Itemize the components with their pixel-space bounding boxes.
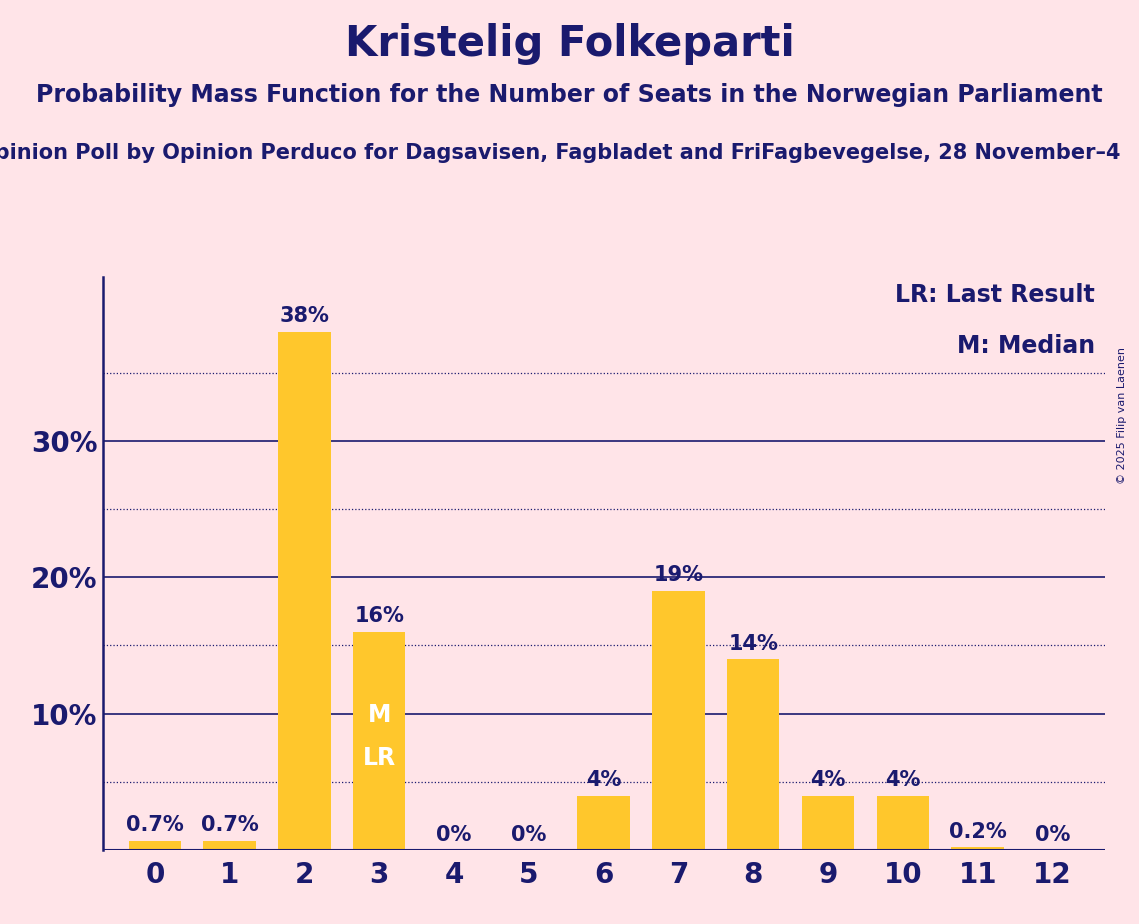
Text: 16%: 16% xyxy=(354,606,404,626)
Text: 0.7%: 0.7% xyxy=(126,815,183,835)
Text: 0%: 0% xyxy=(511,824,547,845)
Text: LR: LR xyxy=(362,747,396,771)
Bar xyxy=(802,796,854,850)
Bar xyxy=(653,591,705,850)
Text: Probability Mass Function for the Number of Seats in the Norwegian Parliament: Probability Mass Function for the Number… xyxy=(36,83,1103,107)
Text: 0.7%: 0.7% xyxy=(200,815,259,835)
Bar xyxy=(577,796,630,850)
Text: LR: Last Result: LR: Last Result xyxy=(895,283,1095,307)
Text: M: Median: M: Median xyxy=(957,334,1095,359)
Text: 19%: 19% xyxy=(654,565,704,586)
Text: 4%: 4% xyxy=(810,770,846,790)
Text: 0%: 0% xyxy=(436,824,472,845)
Text: 14%: 14% xyxy=(728,634,778,653)
Text: M: M xyxy=(368,703,391,727)
Bar xyxy=(727,659,779,850)
Bar xyxy=(877,796,929,850)
Text: 4%: 4% xyxy=(885,770,920,790)
Text: 0.2%: 0.2% xyxy=(949,821,1007,842)
Bar xyxy=(951,847,1003,850)
Text: 4%: 4% xyxy=(585,770,622,790)
Bar xyxy=(129,841,181,850)
Text: Opinion Poll by Opinion Perduco for Dagsavisen, Fagbladet and FriFagbevegelse, 2: Opinion Poll by Opinion Perduco for Dags… xyxy=(0,143,1121,164)
Text: © 2025 Filip van Laenen: © 2025 Filip van Laenen xyxy=(1117,347,1126,484)
Text: 38%: 38% xyxy=(279,306,329,326)
Bar xyxy=(204,841,256,850)
Text: Kristelig Folkeparti: Kristelig Folkeparti xyxy=(345,23,794,65)
Bar xyxy=(278,332,330,850)
Bar xyxy=(353,632,405,850)
Text: 0%: 0% xyxy=(1035,824,1071,845)
